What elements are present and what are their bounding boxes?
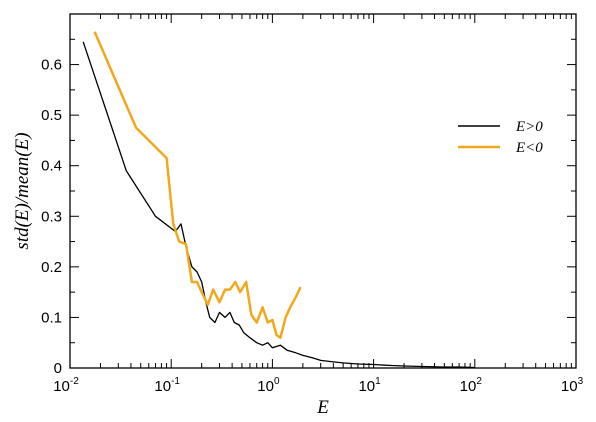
y-tick-label: 0.5 xyxy=(41,107,62,124)
y-tick-label: 0.6 xyxy=(41,57,62,74)
y-tick-label: 0.3 xyxy=(41,208,62,225)
x-tick-label: 10-1 xyxy=(154,376,180,395)
series-lines xyxy=(82,31,475,369)
legend-label-e-negative: E<0 xyxy=(515,140,543,156)
x-tick-label: 102 xyxy=(460,376,483,395)
legend: E>0 E<0 xyxy=(458,119,543,156)
x-tick-label: 10-2 xyxy=(53,376,79,395)
plot-frame xyxy=(69,13,577,369)
legend-label-e-positive: E>0 xyxy=(515,119,543,135)
y-tick-label: 0.2 xyxy=(41,259,62,276)
y-axis-title: std(E)/mean(E) xyxy=(12,132,33,249)
series-line-e-negative xyxy=(93,31,302,339)
series-line-e-positive xyxy=(82,41,475,369)
x-tick-label: 101 xyxy=(358,376,381,395)
y-tick-label: 0 xyxy=(54,360,62,377)
x-tick-label: 100 xyxy=(257,376,280,395)
x-tick-label: 103 xyxy=(561,376,584,395)
y-tick-label: 0.4 xyxy=(41,158,62,175)
y-tick-label: 0.1 xyxy=(41,309,62,326)
axis-ticks: 10-2 10-1 100 101 102 103 0 0.1 0.2 0.3 0.4 0.5 0.6 xyxy=(41,13,584,395)
x-axis-title: E xyxy=(316,397,329,418)
